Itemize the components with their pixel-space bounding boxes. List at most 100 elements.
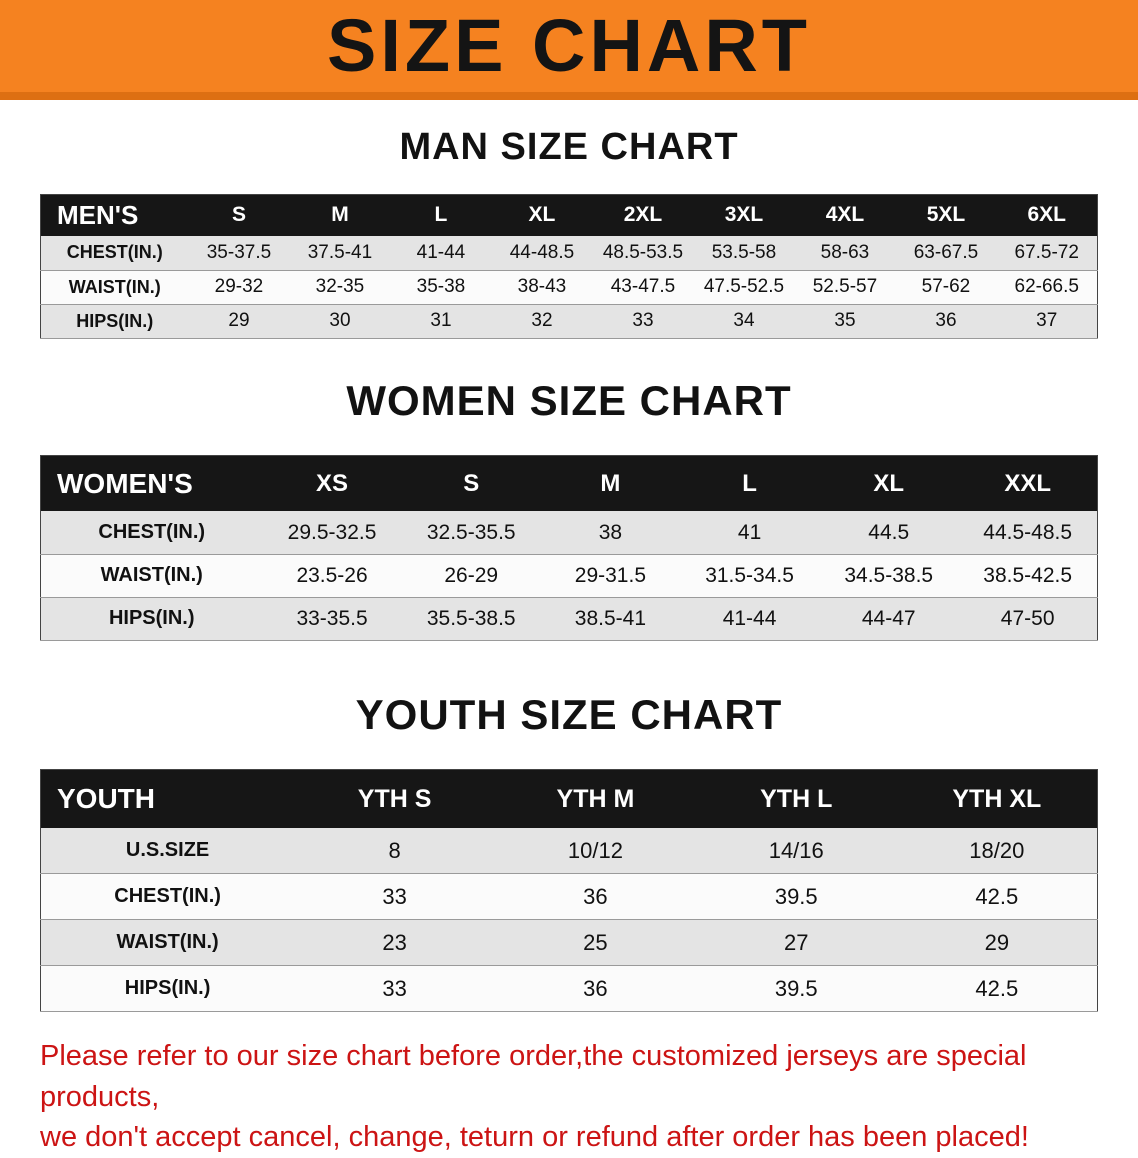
row-label-cell: CHEST(IN.) bbox=[66, 242, 163, 263]
size-value-cell: 47-50 bbox=[1000, 606, 1055, 630]
size-value-cell: 26-29 bbox=[444, 563, 499, 587]
table-row: HIPS(IN.) 29 30 31 32 33 34 35 36 37 bbox=[40, 304, 1098, 339]
size-value-cell: 44-48.5 bbox=[509, 241, 575, 263]
size-value-cell: 23 bbox=[382, 929, 407, 955]
size-value-cell: 32.5-35.5 bbox=[426, 520, 516, 544]
size-value-cell: 18/20 bbox=[969, 837, 1025, 863]
size-column-header: 2XL bbox=[592, 194, 694, 237]
size-column-header: YTH L bbox=[695, 769, 897, 828]
row-label-cell: HIPS(IN.) bbox=[124, 977, 211, 1000]
women-size-section: WOMEN SIZE CHART WOMEN'S XS S M L XL XXL CHEST(… bbox=[40, 377, 1098, 641]
size-column-header: M bbox=[540, 455, 680, 512]
row-label-cell: WAIST(IN.) bbox=[100, 564, 203, 587]
table-title-cell: MEN'S bbox=[40, 194, 189, 237]
table-title-cell: WOMEN'S bbox=[40, 455, 263, 512]
size-value-cell: 33-35.5 bbox=[296, 606, 368, 630]
size-value-cell: 10/12 bbox=[567, 837, 623, 863]
size-value-cell: 29-31.5 bbox=[574, 563, 647, 587]
men-size-section: MAN SIZE CHART MEN'S S M L XL 2XL 3XL 4XL 5XL 6XL… bbox=[40, 126, 1098, 339]
table-row: WAIST(IN.) 23 25 27 29 bbox=[40, 919, 1098, 966]
men-section-heading: MAN SIZE CHART bbox=[399, 126, 739, 168]
youth-size-section: YOUTH SIZE CHART YOUTH YTH S YTH M YTH L YTH… bbox=[40, 690, 1098, 1013]
table-title-cell: YOUTH bbox=[40, 769, 295, 828]
youth-section-heading: YOUTH SIZE CHART bbox=[355, 690, 783, 738]
size-value-cell: 47.5-52.5 bbox=[703, 276, 785, 298]
size-value-cell: 35 bbox=[834, 310, 856, 332]
size-value-cell: 38 bbox=[598, 520, 623, 544]
row-label-cell: WAIST(IN.) bbox=[116, 931, 219, 954]
size-value-cell: 35.5-38.5 bbox=[426, 606, 516, 630]
size-value-cell: 25 bbox=[583, 929, 608, 955]
size-value-cell: 37.5-41 bbox=[307, 241, 373, 263]
size-value-cell: 57-62 bbox=[921, 276, 971, 298]
disclaimer-line-2: we don't accept cancel, change, teturn o… bbox=[40, 1121, 1029, 1154]
size-value-cell: 41-44 bbox=[416, 241, 466, 263]
size-column-header: YTH M bbox=[495, 769, 696, 828]
size-chart-banner: SIZE CHART bbox=[0, 0, 1138, 100]
size-value-cell: 38-43 bbox=[517, 276, 567, 298]
men-size-table: MEN'S S M L XL 2XL 3XL 4XL 5XL 6XL CHEST(IN.) 35-37… bbox=[40, 193, 1098, 339]
youth-size-table: YOUTH YTH S YTH M YTH L YTH XL U.S.SIZE 8 10/12… bbox=[40, 769, 1098, 1013]
size-value-cell: 33 bbox=[382, 975, 407, 1001]
table-row: HIPS(IN.) 33 36 39.5 42.5 bbox=[40, 965, 1098, 1012]
size-value-cell: 33 bbox=[382, 883, 407, 909]
page-title: SIZE CHART bbox=[327, 4, 811, 87]
size-column-header: 6XL bbox=[996, 194, 1098, 237]
row-label-cell: CHEST(IN.) bbox=[114, 885, 221, 908]
size-value-cell: 29 bbox=[228, 310, 250, 332]
table-header-row: WOMEN'S XS S M L XL XXL bbox=[40, 455, 1098, 512]
size-value-cell: 23.5-26 bbox=[296, 563, 368, 587]
table-row: CHEST(IN.) 29.5-32.5 32.5-35.5 38 41 44.5 44.5… bbox=[40, 511, 1098, 555]
size-column-header: XS bbox=[262, 455, 402, 512]
size-value-cell: 29 bbox=[984, 929, 1010, 955]
table-header-row: YOUTH YTH S YTH M YTH L YTH XL bbox=[40, 769, 1098, 828]
size-value-cell: 44.5-48.5 bbox=[983, 520, 1073, 544]
size-value-cell: 36 bbox=[583, 883, 608, 909]
size-value-cell: 39.5 bbox=[774, 883, 818, 909]
size-value-cell: 48.5-53.5 bbox=[602, 241, 684, 263]
size-value-cell: 31 bbox=[430, 310, 452, 332]
size-value-cell: 34.5-38.5 bbox=[844, 563, 934, 587]
table-row: WAIST(IN.) 23.5-26 26-29 29-31.5 31.5-34.5 34… bbox=[40, 554, 1098, 598]
size-value-cell: 38.5-41 bbox=[574, 606, 647, 630]
row-label-cell: HIPS(IN.) bbox=[108, 607, 195, 630]
size-value-cell: 32-35 bbox=[315, 276, 365, 298]
size-value-cell: 44-47 bbox=[861, 606, 916, 630]
size-column-header: 4XL bbox=[794, 194, 896, 237]
table-row: CHEST(IN.) 35-37.5 37.5-41 41-44 44-48.5 48.5… bbox=[40, 236, 1098, 271]
size-value-cell: 34 bbox=[733, 310, 755, 332]
size-value-cell: 37 bbox=[1036, 310, 1058, 332]
disclaimer-line-1: Please refer to our size chart before or… bbox=[40, 1040, 1027, 1113]
size-value-cell: 39.5 bbox=[774, 975, 818, 1001]
disclaimer-note: Please refer to our size chart before or… bbox=[40, 1036, 1098, 1158]
size-value-cell: 42.5 bbox=[975, 975, 1019, 1001]
size-column-header: L bbox=[390, 194, 492, 237]
size-column-header: M bbox=[289, 194, 391, 237]
table-row: U.S.SIZE 8 10/12 14/16 18/20 bbox=[40, 827, 1098, 874]
size-value-cell: 36 bbox=[935, 310, 957, 332]
size-value-cell: 32 bbox=[531, 310, 553, 332]
size-column-header: YTH XL bbox=[896, 769, 1098, 828]
size-value-cell: 38.5-42.5 bbox=[983, 563, 1073, 587]
size-value-cell: 30 bbox=[329, 310, 351, 332]
women-size-table: WOMEN'S XS S M L XL XXL CHEST(IN.) 29.5-32.5 32.5… bbox=[40, 454, 1098, 641]
size-value-cell: 58-63 bbox=[820, 241, 870, 263]
size-column-header: XL bbox=[819, 455, 959, 512]
size-column-header: 5XL bbox=[895, 194, 997, 237]
size-column-header: S bbox=[401, 455, 541, 512]
size-value-cell: 33 bbox=[632, 310, 654, 332]
women-section-heading: WOMEN SIZE CHART bbox=[346, 376, 792, 424]
size-value-cell: 44.5 bbox=[868, 520, 910, 544]
size-value-cell: 41 bbox=[737, 520, 762, 544]
size-value-cell: 35-38 bbox=[416, 276, 466, 298]
size-column-header: YTH S bbox=[294, 769, 495, 828]
table-row: WAIST(IN.) 29-32 32-35 35-38 38-43 43-47.5 47.… bbox=[40, 270, 1098, 305]
size-value-cell: 27 bbox=[784, 929, 809, 955]
size-value-cell: 52.5-57 bbox=[812, 276, 878, 298]
size-value-cell: 41-44 bbox=[722, 606, 777, 630]
size-value-cell: 67.5-72 bbox=[1014, 241, 1079, 263]
row-label-cell: U.S.SIZE bbox=[125, 839, 210, 862]
size-column-header: L bbox=[679, 455, 820, 512]
size-column-header: S bbox=[188, 194, 290, 237]
size-value-cell: 35-37.5 bbox=[206, 241, 272, 263]
